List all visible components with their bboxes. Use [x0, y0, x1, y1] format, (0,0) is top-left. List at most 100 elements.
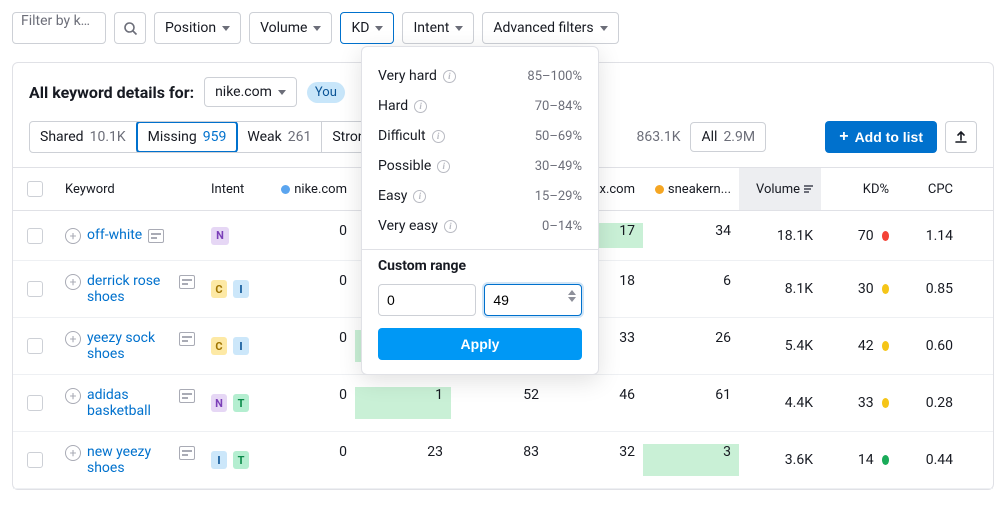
cell-c3: 52: [451, 387, 547, 419]
row-checkbox[interactable]: [27, 395, 43, 411]
cell-kd: 30: [821, 273, 897, 305]
custom-range-title: Custom range: [378, 258, 582, 274]
cell-highlight: 1: [355, 387, 451, 419]
keyword-link[interactable]: new yeezy shoes: [87, 444, 173, 476]
serp-icon[interactable]: [179, 389, 195, 403]
col-comp5[interactable]: sneakern...: [643, 182, 739, 197]
serp-icon[interactable]: [179, 332, 195, 346]
export-button[interactable]: [945, 121, 977, 153]
intent-badge-c: C: [211, 337, 227, 355]
cell-volume: 5.4K: [739, 330, 821, 362]
kd-range-option[interactable]: Very hardi85–100%: [378, 61, 582, 91]
keyword-link[interactable]: off-white: [87, 227, 142, 243]
cell-kd: 33: [821, 387, 897, 419]
serp-icon[interactable]: [179, 446, 195, 460]
position-filter[interactable]: Position: [154, 12, 241, 44]
row-checkbox[interactable]: [27, 338, 43, 354]
col-kd[interactable]: KD%: [821, 182, 897, 197]
col-cpc[interactable]: CPC: [897, 182, 961, 197]
col-keyword[interactable]: Keyword: [57, 182, 203, 197]
panel-title: All keyword details for:: [29, 83, 194, 102]
chevron-down-icon: [313, 26, 321, 31]
cell-c4: 46: [547, 387, 643, 419]
cell-c1: 0: [259, 273, 355, 305]
cell-cpc: 1.14: [897, 223, 961, 248]
row-checkbox[interactable]: [27, 281, 43, 297]
intent-badge-t: T: [233, 451, 249, 469]
cell-intent: IT: [203, 444, 259, 476]
table-row: +new yeezy shoes IT 0 23 83 32 3 3.6K 14…: [13, 432, 993, 489]
keyword-link[interactable]: yeezy sock shoes: [87, 330, 173, 362]
kd-filter[interactable]: KD: [340, 12, 394, 44]
expand-icon[interactable]: +: [65, 331, 81, 347]
kd-difficulty-dot: [882, 231, 889, 241]
spinner-arrows[interactable]: [568, 290, 576, 302]
cell-c4: 32: [547, 444, 643, 476]
kd-difficulty-dot: [882, 284, 889, 294]
cell-intent: CI: [203, 330, 259, 362]
intent-badge-t: T: [233, 394, 249, 412]
cell-intent: NT: [203, 387, 259, 419]
advanced-filter[interactable]: Advanced filters: [482, 12, 618, 44]
filter-keyword-input[interactable]: Filter by ke...: [12, 12, 106, 44]
serp-icon[interactable]: [148, 229, 164, 243]
add-to-list-button[interactable]: +Add to list: [825, 121, 937, 153]
serp-icon[interactable]: [179, 275, 195, 289]
range-from-input[interactable]: [378, 284, 476, 316]
expand-icon[interactable]: +: [65, 445, 81, 461]
cell-c5: 26: [643, 330, 739, 362]
kd-range-option[interactable]: Possiblei30–49%: [378, 151, 582, 181]
row-checkbox[interactable]: [27, 452, 43, 468]
volume-filter[interactable]: Volume: [249, 12, 332, 44]
expand-icon[interactable]: +: [65, 228, 81, 244]
tab-group: Shared10.1K Missing959 Weak261 Stron: [29, 121, 377, 153]
info-icon: i: [413, 190, 426, 203]
row-checkbox[interactable]: [27, 228, 43, 244]
expand-icon[interactable]: +: [65, 388, 81, 404]
export-icon: [954, 130, 968, 144]
keyword-link[interactable]: adidas basketball: [87, 387, 173, 419]
col-comp1[interactable]: nike.com: [259, 182, 355, 197]
search-button[interactable]: [114, 12, 146, 44]
kd-difficulty-dot: [882, 455, 889, 465]
intent-badge-n: N: [211, 227, 229, 245]
filter-bar: Filter by ke... Position Volume KD Inten…: [12, 12, 994, 44]
cell-cpc: 0.60: [897, 330, 961, 362]
cell-c1: 0: [259, 387, 355, 419]
plus-icon: +: [839, 129, 848, 145]
tab-missing[interactable]: Missing959: [136, 121, 239, 153]
domain-select[interactable]: nike.com: [204, 77, 297, 107]
chevron-down-icon: [278, 90, 286, 95]
select-all-checkbox[interactable]: [27, 181, 43, 197]
col-intent[interactable]: Intent: [203, 182, 259, 197]
kd-range-option[interactable]: Difficulti50–69%: [378, 121, 582, 151]
kd-difficulty-dot: [882, 341, 889, 351]
table-row: +adidas basketball NT 0 1 52 46 61 4.4K …: [13, 375, 993, 432]
cell-kd: 42: [821, 330, 897, 362]
cell-highlight: 3: [643, 444, 739, 476]
cell-c2: 23: [355, 444, 451, 476]
kd-range-option[interactable]: Very easyi0–14%: [378, 211, 582, 241]
tab-weak[interactable]: Weak261: [237, 122, 322, 152]
kd-range-option[interactable]: Hardi70–84%: [378, 91, 582, 121]
cell-kd: 70: [821, 223, 897, 248]
info-icon: i: [414, 100, 427, 113]
tab-all[interactable]: All2.9M: [690, 122, 766, 152]
intent-filter[interactable]: Intent: [402, 12, 474, 44]
dot-icon: [281, 185, 290, 194]
kd-difficulty-dot: [882, 398, 889, 408]
cell-volume: 4.4K: [739, 387, 821, 419]
apply-button[interactable]: Apply: [378, 328, 582, 360]
col-volume[interactable]: Volume: [739, 168, 821, 210]
chevron-down-icon: [455, 26, 463, 31]
kd-range-option[interactable]: Easyi15–29%: [378, 181, 582, 211]
cell-c5: 34: [643, 223, 739, 248]
tab-shared[interactable]: Shared10.1K: [30, 122, 137, 152]
intent-badge-i: I: [211, 451, 227, 469]
expand-icon[interactable]: +: [65, 274, 81, 290]
cell-c1: 0: [259, 330, 355, 362]
intent-badge-i: I: [233, 280, 249, 298]
info-icon: i: [437, 160, 450, 173]
keyword-link[interactable]: derrick rose shoes: [87, 273, 173, 305]
cell-cpc: 0.85: [897, 273, 961, 305]
